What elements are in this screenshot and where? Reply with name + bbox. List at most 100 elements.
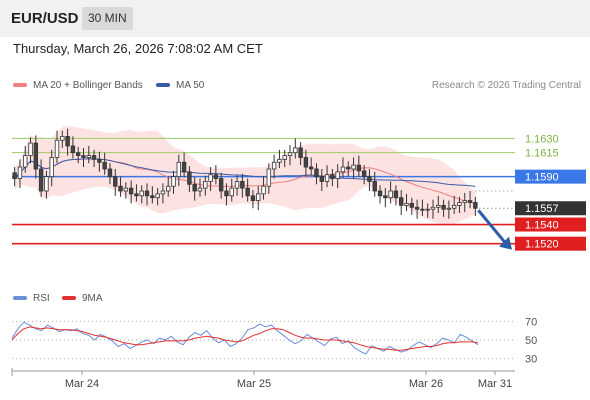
candle — [197, 187, 203, 192]
chart-header: EUR/USD 30 MIN — [0, 0, 590, 37]
candle — [181, 161, 187, 173]
candle — [118, 185, 123, 192]
candle — [414, 206, 420, 210]
rsi-level-label-50: 50 — [525, 335, 537, 347]
level-label-1.1520: 1.1520 — [525, 239, 559, 251]
candle — [33, 142, 39, 170]
level-badge-1.1590 — [515, 169, 586, 184]
level-label-1.1540: 1.1540 — [525, 220, 559, 232]
level-label-1.1630: 1.1630 — [525, 133, 559, 145]
timeframe-button[interactable]: 30 MIN — [82, 7, 133, 30]
x-tick-label: Mar 26 — [409, 378, 443, 390]
candle — [44, 176, 49, 192]
legend-ma50-label: MA 50 — [176, 80, 205, 91]
candle — [166, 185, 171, 192]
candle — [91, 155, 97, 160]
candle — [340, 166, 346, 173]
candle — [420, 208, 425, 211]
candle — [277, 158, 282, 163]
candle — [150, 195, 155, 199]
forecast-arrow-shaft — [477, 209, 508, 245]
candle — [17, 166, 23, 179]
candle — [266, 168, 272, 187]
level-label-1.1615: 1.1615 — [525, 148, 559, 160]
candle — [409, 203, 415, 208]
legend-ma20-bb: MA 20 + Bollinger Bands — [13, 80, 143, 91]
rsi-ma-line — [11, 326, 479, 351]
candle — [404, 203, 409, 206]
candle — [399, 197, 404, 206]
candle — [70, 145, 76, 154]
candle — [462, 200, 467, 203]
candle — [245, 187, 250, 197]
candle — [65, 135, 70, 147]
candle — [335, 171, 340, 179]
candle — [75, 152, 81, 156]
candle — [139, 190, 144, 197]
candle — [123, 187, 129, 192]
forecast-arrow-head-icon — [499, 236, 512, 250]
candle — [361, 170, 367, 178]
level-label-1.1590: 1.1590 — [525, 172, 559, 184]
candle — [446, 207, 452, 210]
candle — [271, 161, 277, 170]
candle — [102, 161, 107, 170]
candle — [12, 172, 17, 179]
candle — [324, 174, 330, 182]
candle — [393, 190, 399, 199]
candle — [134, 193, 139, 197]
candle — [38, 168, 44, 192]
legend-ma50: MA 50 — [156, 80, 204, 91]
candle — [171, 176, 176, 187]
ma20-swatch-icon — [13, 83, 27, 88]
candle — [218, 178, 224, 192]
candle — [308, 166, 314, 170]
candle — [23, 155, 28, 168]
candle — [473, 202, 478, 209]
candle — [203, 181, 208, 189]
candle — [240, 181, 245, 189]
candle — [451, 204, 457, 209]
legend-ma20-bb-label: MA 20 + Bollinger Bands — [33, 80, 143, 91]
candle — [287, 152, 293, 156]
candle — [128, 187, 134, 195]
x-tick-label: Mar 31 — [478, 378, 512, 390]
candle — [388, 190, 393, 199]
candle — [187, 171, 192, 185]
candle — [54, 139, 60, 158]
candle — [176, 161, 182, 178]
legend-rsi-label: RSI — [33, 293, 50, 304]
ma50-line — [14, 158, 476, 187]
candle — [155, 193, 160, 199]
rsi-swatch-icon — [13, 296, 27, 301]
candle — [192, 183, 197, 192]
candle — [144, 190, 150, 197]
candle — [377, 190, 383, 197]
candle — [81, 155, 86, 158]
rsi-level-label-70: 70 — [525, 316, 537, 328]
candle — [425, 208, 430, 211]
legend-rsi: RSI — [13, 293, 50, 304]
last-price-badge — [515, 201, 586, 216]
candle — [298, 147, 303, 158]
x-tick-label: Mar 25 — [237, 378, 271, 390]
candle — [441, 204, 446, 210]
candle — [250, 195, 256, 201]
candle — [256, 193, 261, 201]
candle — [229, 187, 234, 197]
candle — [208, 174, 213, 182]
candle — [467, 200, 473, 203]
candle — [346, 166, 351, 170]
candle — [293, 147, 298, 154]
rsi-line — [11, 321, 479, 355]
rsi-level-label-30: 30 — [525, 354, 537, 366]
candle — [319, 176, 324, 182]
candle — [60, 135, 65, 141]
chart-timestamp: Thursday, March 26, 2026 7:08:02 AM CET — [13, 41, 263, 56]
candle — [303, 157, 309, 168]
legend-rsi-ma: 9MA — [62, 293, 103, 304]
candle — [28, 142, 33, 156]
candle — [160, 190, 166, 195]
candle — [107, 168, 113, 178]
